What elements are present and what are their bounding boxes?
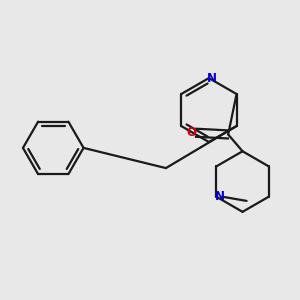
Text: N: N [207, 72, 217, 85]
Text: N: N [215, 190, 225, 203]
Text: O: O [186, 126, 196, 139]
